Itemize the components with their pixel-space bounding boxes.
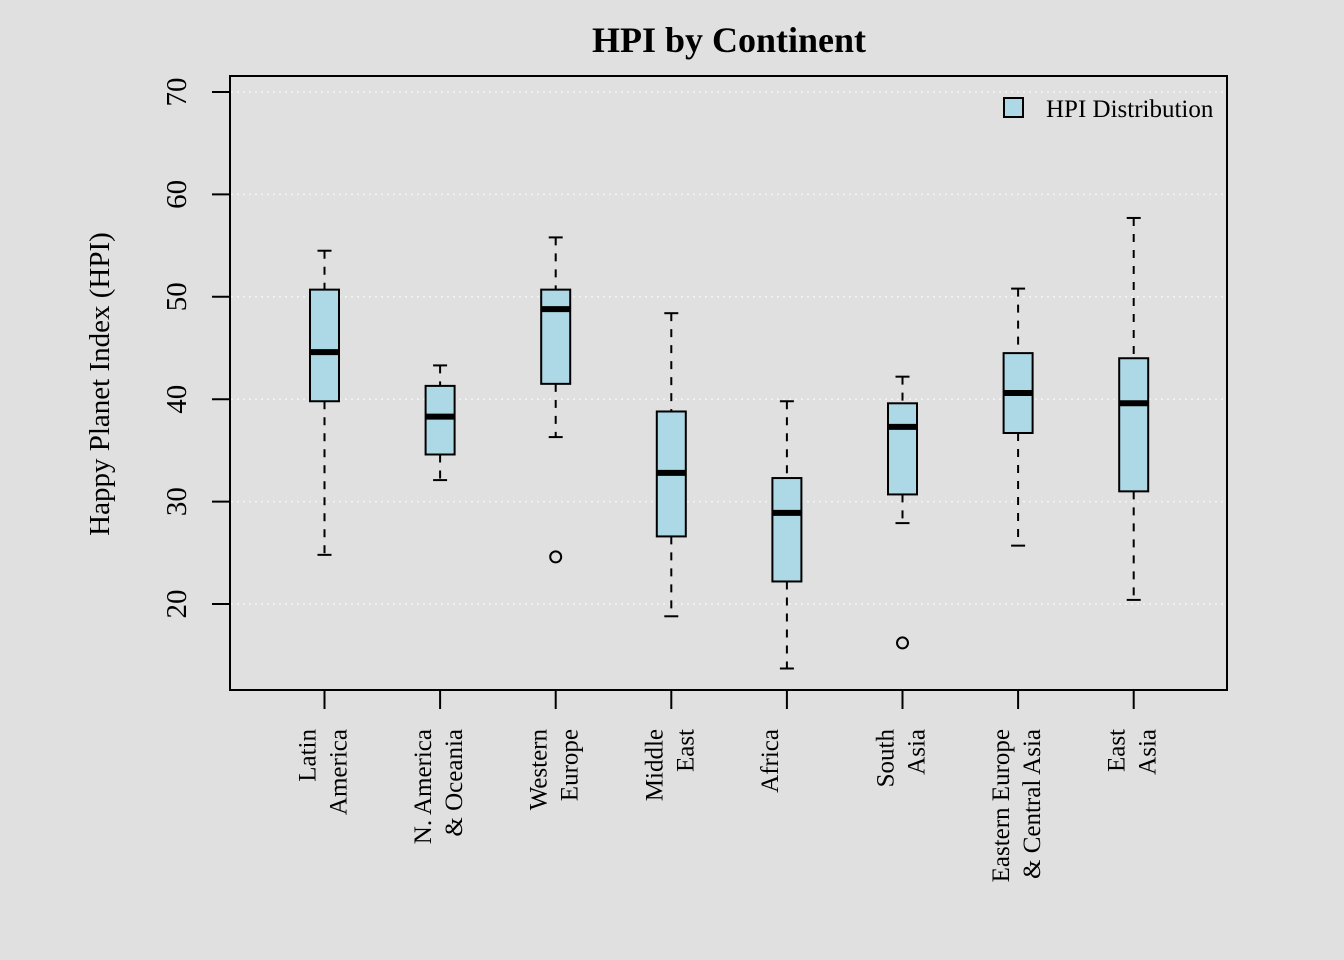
legend-label: HPI Distribution (1046, 96, 1214, 123)
x-tick-label-2-1: Europe (557, 729, 584, 801)
x-tick-label-7-0: East (1104, 729, 1131, 772)
legend-swatch (1003, 97, 1024, 118)
box-group-5 (887, 375, 918, 650)
iqr-box (771, 477, 803, 583)
y-axis-label: Happy Planet Index (HPI) (84, 232, 116, 536)
iqr-box (424, 384, 456, 456)
iqr-box (540, 288, 572, 385)
boxplot-series (309, 216, 1150, 670)
iqr-box (309, 288, 340, 403)
x-tick-label-6-0: Eastern Europe (988, 729, 1015, 882)
outlier-point-0 (549, 550, 563, 564)
y-tick-label-50: 50 (161, 282, 193, 311)
x-tick-label-1-0: N. America (410, 729, 437, 844)
y-axis: 20 30 40 50 60 70 (161, 78, 231, 619)
y-tick-label-40: 40 (161, 385, 193, 414)
plot-frame (229, 75, 1228, 691)
chart-title: HPI by Continent (592, 20, 866, 60)
outlier-point-0 (896, 636, 909, 650)
box-group-2 (540, 236, 572, 564)
x-tick-label-3-0: Middle (641, 729, 668, 801)
box-group-1 (424, 364, 456, 482)
box-group-3 (655, 312, 687, 618)
iqr-box (1118, 357, 1150, 493)
x-tick-label-5-1: Asia (904, 729, 931, 775)
x-tick-label-6-1: & Central Asia (1019, 729, 1046, 879)
x-tick-label-1-1: & Oceania (441, 729, 468, 837)
iqr-box (887, 402, 918, 496)
y-tick-label-30: 30 (161, 487, 193, 516)
x-tick-label-2-0: Western (526, 729, 553, 811)
x-axis: Latin America N. America & Oceania Western Eu… (295, 690, 1162, 882)
x-tick-label-7-1: Asia (1135, 729, 1162, 775)
x-tick-label-4-0: Africa (757, 729, 784, 793)
y-tick-label-70: 70 (161, 78, 193, 107)
box-group-0 (309, 249, 340, 556)
legend: HPI Distribution (1003, 96, 1214, 123)
x-tick-label-3-1: East (672, 729, 699, 772)
x-tick-label-0-0: Latin (295, 729, 322, 782)
y-tick-label-20: 20 (161, 590, 193, 619)
box-group-7 (1118, 216, 1150, 601)
box-group-4 (771, 400, 803, 670)
box-group-6 (1002, 287, 1034, 547)
grid-lines (231, 91, 1226, 605)
y-tick-label-60: 60 (161, 180, 193, 209)
x-tick-label-5-0: South (873, 729, 900, 788)
x-tick-label-0-1: America (326, 729, 353, 815)
